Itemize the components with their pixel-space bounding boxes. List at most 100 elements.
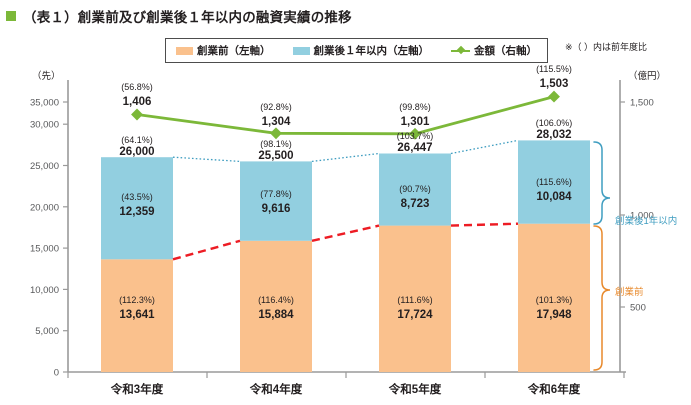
page-title: （表１）創業前及び創業後１年以内の融資実績の推移 [6,6,352,26]
total-pct-label: (103.7%) [397,131,434,141]
amount-labels-4: (115.5%) 1,503 [536,64,572,90]
pre-labels-2: (116.4%) 15,884 [258,295,294,321]
amount-line [136,95,555,136]
post-labels-4: (115.6%) 10,084 [536,177,572,203]
pre-value-label: 15,884 [258,309,294,321]
post-pct-label: (115.6%) [536,177,572,187]
legend-item-amount: 金額（右軸） [451,43,537,58]
total-labels-3: (103.7%) 26,447 [397,131,434,154]
brace-pre-label: 創業前 [615,286,644,298]
legend-swatch-post-icon [292,46,310,55]
amount-pct-label: (56.8%) [121,82,153,92]
post-value-label: 9,616 [262,203,291,215]
pre-value-label: 17,724 [397,309,433,321]
amount-pct-label: (99.8%) [399,102,431,112]
amount-value-label: 1,304 [262,116,291,128]
bar-segment-pre-4 [518,223,590,372]
left-tick-label: 25,000 [30,161,59,172]
post-pct-label: (43.5%) [121,192,153,202]
amount-value-label: 1,503 [540,78,569,90]
amount-pct-label: (92.8%) [260,102,292,112]
segment-boundary-connector-line [172,222,519,261]
pre-pct-label: (116.4%) [258,295,294,305]
total-labels-1: (64.1%) 26,000 [119,135,154,158]
bar-segment-post-4 [518,140,590,224]
amount-labels-2: (92.8%) 1,304 [260,102,292,128]
amount-labels-3: (99.8%) 1,301 [399,102,431,128]
amount-labels-1: (56.8%) 1,406 [121,82,153,108]
bar-segment-post-1 [101,157,173,260]
category-label-1: 令和3年度 [110,382,164,396]
bar-group-4 [518,140,590,372]
right-tick-label: 500 [630,303,646,314]
bar-segment-pre-2 [240,240,312,372]
pre-labels-1: (112.3%) 13,641 [119,295,155,321]
category-label-3: 令和5年度 [388,382,442,396]
legend-item-post: 創業後１年以内（左軸） [292,43,430,58]
legend-line-marker-icon [451,46,470,55]
bar-segment-post-2 [240,161,312,241]
left-tick-label: 5,000 [35,326,59,337]
bar-segment-pre-3 [379,225,451,372]
left-tick-label: 20,000 [30,202,59,213]
brace-post-icon [593,141,611,225]
total-value-label: 25,500 [258,150,293,162]
left-tick-label: 35,000 [30,98,59,109]
chart-legend: 創業前（左軸） 創業後１年以内（左軸） 金額（右軸） [165,38,548,63]
total-pct-label: (106.0%) [536,118,573,128]
post-labels-2: (77.8%) 9,616 [260,189,292,215]
bar-group-3 [379,153,451,372]
category-label-4: 令和6年度 [527,382,581,396]
legend-label-pre: 創業前（左軸） [197,45,271,57]
post-value-label: 12,359 [119,206,154,218]
total-pct-label: (64.1%) [121,135,153,145]
bar-group-2 [240,161,312,372]
total-labels-2: (98.1%) 25,500 [258,139,293,162]
pre-value-label: 17,948 [536,309,572,321]
post-pct-label: (77.8%) [260,189,292,199]
legend-label-amount: 金額（右軸） [474,45,537,57]
left-axis-ticks: 0 5,000 10,000 15,000 20,000 25,000 30,0… [30,98,68,379]
total-value-label: 26,447 [397,142,432,154]
pre-value-label: 13,641 [119,309,155,321]
right-axis-unit: （億円） [628,71,667,82]
amount-value-label: 1,406 [123,96,152,108]
right-tick-label: 1,500 [630,98,654,109]
brace-pre-icon [593,225,611,371]
left-tick-label: 15,000 [30,244,59,255]
pre-labels-4: (101.3%) 17,948 [536,295,573,321]
pre-pct-label: (101.3%) [536,295,573,305]
total-pct-label: (98.1%) [260,139,292,149]
bar-group-1 [101,157,173,372]
footnote: ※（ ）内は前年度比 [565,42,648,52]
pre-pct-label: (112.3%) [119,295,155,305]
category-separators [67,372,625,378]
right-axis-ticks: 500 1,000 1,500 [620,98,654,314]
legend-label-post: 創業後１年以内（左軸） [313,45,430,57]
legend-swatch-pre-icon [176,46,193,55]
left-axis-unit: （先） [32,71,61,82]
amount-value-label: 1,301 [401,116,430,128]
bar-segment-post-3 [379,153,451,226]
post-labels-1: (43.5%) 12,359 [119,192,154,218]
amount-pct-label: (115.5%) [536,64,572,74]
title-square-marker-icon [6,11,16,21]
right-tick-label: 1,000 [630,211,654,222]
bar-segment-pre-1 [101,259,173,372]
top-connector-line [172,139,519,163]
total-labels-4: (106.0%) 28,032 [536,118,573,141]
left-tick-label: 30,000 [30,120,59,131]
left-tick-label: 10,000 [30,285,59,296]
pre-labels-3: (111.6%) 17,724 [397,295,433,321]
legend-item-pre: 創業前（左軸） [176,43,271,58]
post-value-label: 10,084 [536,191,572,203]
post-pct-label: (90.7%) [399,184,431,194]
brace-post-label: 創業後1年以内 [615,215,677,227]
category-label-2: 令和4年度 [249,382,303,396]
post-labels-3: (90.7%) 8,723 [399,184,431,210]
left-tick-label: 0 [54,368,59,379]
total-value-label: 26,000 [119,146,154,158]
title-text: （表１）創業前及び創業後１年以内の融資実績の推移 [23,10,352,25]
